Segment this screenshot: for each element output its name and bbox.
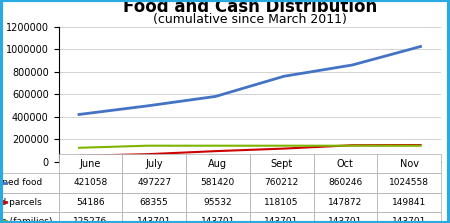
Cash (families) xyxy=(418,144,423,147)
Line: Food parcels: Food parcels xyxy=(79,145,420,156)
Line: Canned food: Canned food xyxy=(79,47,420,114)
Food parcels xyxy=(213,150,218,153)
Food parcels xyxy=(76,155,82,157)
Food parcels xyxy=(144,153,150,155)
Cash (families) xyxy=(350,144,355,147)
Line: Cash (families): Cash (families) xyxy=(79,146,420,148)
Food parcels xyxy=(418,144,423,146)
Food parcels xyxy=(281,147,287,150)
Cash (families) xyxy=(281,144,287,147)
Canned food xyxy=(418,45,423,48)
Text: Food and Cash Distribution: Food and Cash Distribution xyxy=(123,0,377,16)
Canned food xyxy=(281,75,287,78)
Cash (families) xyxy=(76,147,82,149)
Canned food xyxy=(213,95,218,98)
Cash (families) xyxy=(144,144,150,147)
Text: (cumulative since March 2011): (cumulative since March 2011) xyxy=(153,13,346,26)
Canned food xyxy=(76,113,82,116)
Canned food xyxy=(144,105,150,107)
Cash (families) xyxy=(213,144,218,147)
Food parcels xyxy=(350,144,355,147)
Canned food xyxy=(350,64,355,66)
